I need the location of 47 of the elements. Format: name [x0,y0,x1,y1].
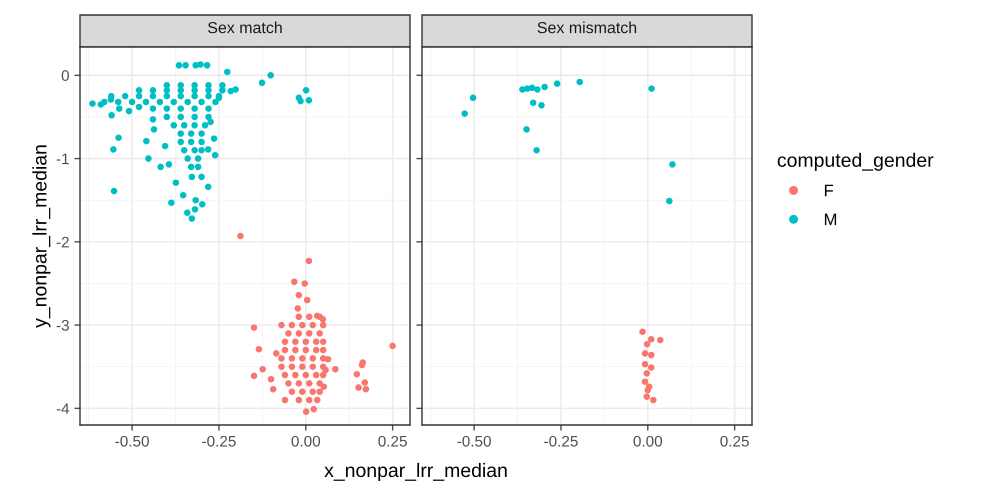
x-tick-label: 0.25 [378,436,407,447]
point [669,161,676,168]
x-axis-title: x_nonpar_lrr_median [324,462,507,481]
point [642,360,648,368]
point [534,86,541,93]
point [470,94,476,102]
x-tick-label: 0.00 [292,436,320,447]
point [642,378,648,385]
y-tick-label: -3 [56,320,69,331]
point [533,146,540,154]
point [461,110,468,117]
point [639,328,646,336]
y-axis-title: y_nonpar_lrr_median [32,145,50,328]
legend-title: computed_gender [778,152,934,171]
point [644,340,650,348]
point [576,78,583,86]
point [541,84,548,90]
point [643,393,650,400]
point [538,102,545,109]
chart-title: Sex match [208,22,282,34]
x-tick-label: -0.25 [544,436,578,447]
y-tick-label: -2 [56,236,69,248]
point [554,80,560,87]
x-tick-label: 0.00 [634,436,662,447]
point [528,84,536,92]
point [648,336,655,342]
point [643,370,650,377]
legend-label: F [824,184,834,196]
point [657,336,664,344]
point [648,352,655,358]
y-tick-label: -4 [56,403,70,414]
x-tick-label: 0.25 [720,436,749,447]
point [523,126,530,133]
chart-title: Sex mismatch [538,22,636,34]
y-tick-label: 0 [62,70,69,81]
point [648,364,655,371]
x-tick-label: -0.25 [202,436,236,447]
point [650,396,657,404]
x-tick-label: -0.50 [457,436,491,447]
point [530,100,536,106]
point [642,350,648,357]
point [666,198,673,204]
x-tick-label: -0.50 [115,436,149,447]
point [646,383,652,390]
point [648,85,655,92]
legend-label: M [824,214,836,226]
y-tick-label: -1 [56,154,69,164]
